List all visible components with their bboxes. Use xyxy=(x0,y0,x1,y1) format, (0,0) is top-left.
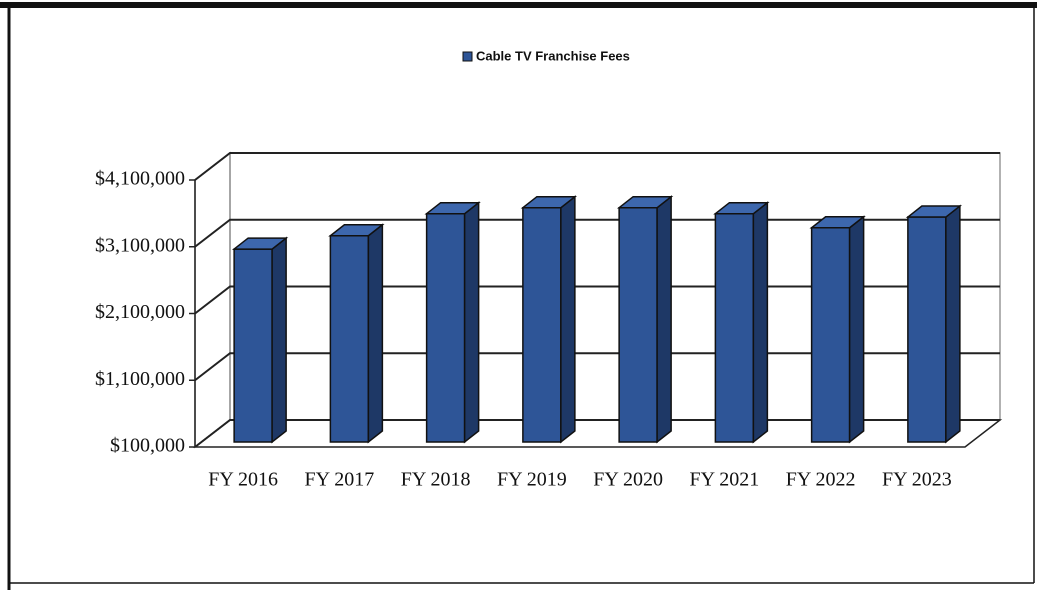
x-tick-label: FY 2022 xyxy=(786,469,856,491)
bar-top xyxy=(809,215,866,229)
bar-top xyxy=(616,195,674,209)
bar-top xyxy=(328,223,385,237)
y-tick-label: $3,100,000 xyxy=(95,234,185,256)
bar-top xyxy=(713,201,770,215)
bar-top xyxy=(231,237,289,250)
x-tick-label: FY 2023 xyxy=(882,469,952,491)
bar-side xyxy=(752,201,769,444)
bar xyxy=(809,215,866,444)
x-tick-label: FY 2017 xyxy=(304,469,374,491)
bar-front xyxy=(522,206,562,443)
bar-top xyxy=(520,195,578,209)
bar-top xyxy=(424,201,481,215)
bar xyxy=(231,236,289,444)
bar-side xyxy=(271,236,287,444)
bar xyxy=(424,201,481,444)
bar-front xyxy=(810,226,851,443)
bar xyxy=(328,223,385,444)
y-tick-label: $100,000 xyxy=(110,435,185,457)
bar-side xyxy=(463,201,480,444)
x-tick-label: FY 2018 xyxy=(401,469,471,491)
bar-front xyxy=(618,206,658,443)
bar xyxy=(905,204,963,444)
bar-side xyxy=(848,215,865,444)
x-tick-label: FY 2020 xyxy=(593,469,663,491)
bar xyxy=(616,195,674,444)
bar-front xyxy=(714,212,755,443)
legend-swatch xyxy=(462,51,473,62)
x-tick-label: FY 2016 xyxy=(208,469,278,491)
bar-front xyxy=(329,234,370,443)
bar-top xyxy=(905,205,963,218)
bar-front xyxy=(425,212,466,443)
x-tick-label: FY 2021 xyxy=(689,469,759,491)
y-tick-label: $1,100,000 xyxy=(95,368,185,390)
bar-front xyxy=(907,216,947,443)
bar-side xyxy=(560,195,576,444)
y-tick-label: $4,100,000 xyxy=(95,168,185,190)
bar xyxy=(520,195,578,444)
grid-line xyxy=(194,152,1000,181)
bar-side xyxy=(367,223,384,444)
bar-front xyxy=(233,248,273,443)
x-tick-label: FY 2019 xyxy=(497,469,567,491)
legend-label: Cable TV Franchise Fees xyxy=(476,48,630,63)
bar-side xyxy=(945,204,961,444)
y-tick-label: $2,100,000 xyxy=(95,301,185,323)
bar-side xyxy=(656,195,672,444)
bar xyxy=(713,201,770,444)
